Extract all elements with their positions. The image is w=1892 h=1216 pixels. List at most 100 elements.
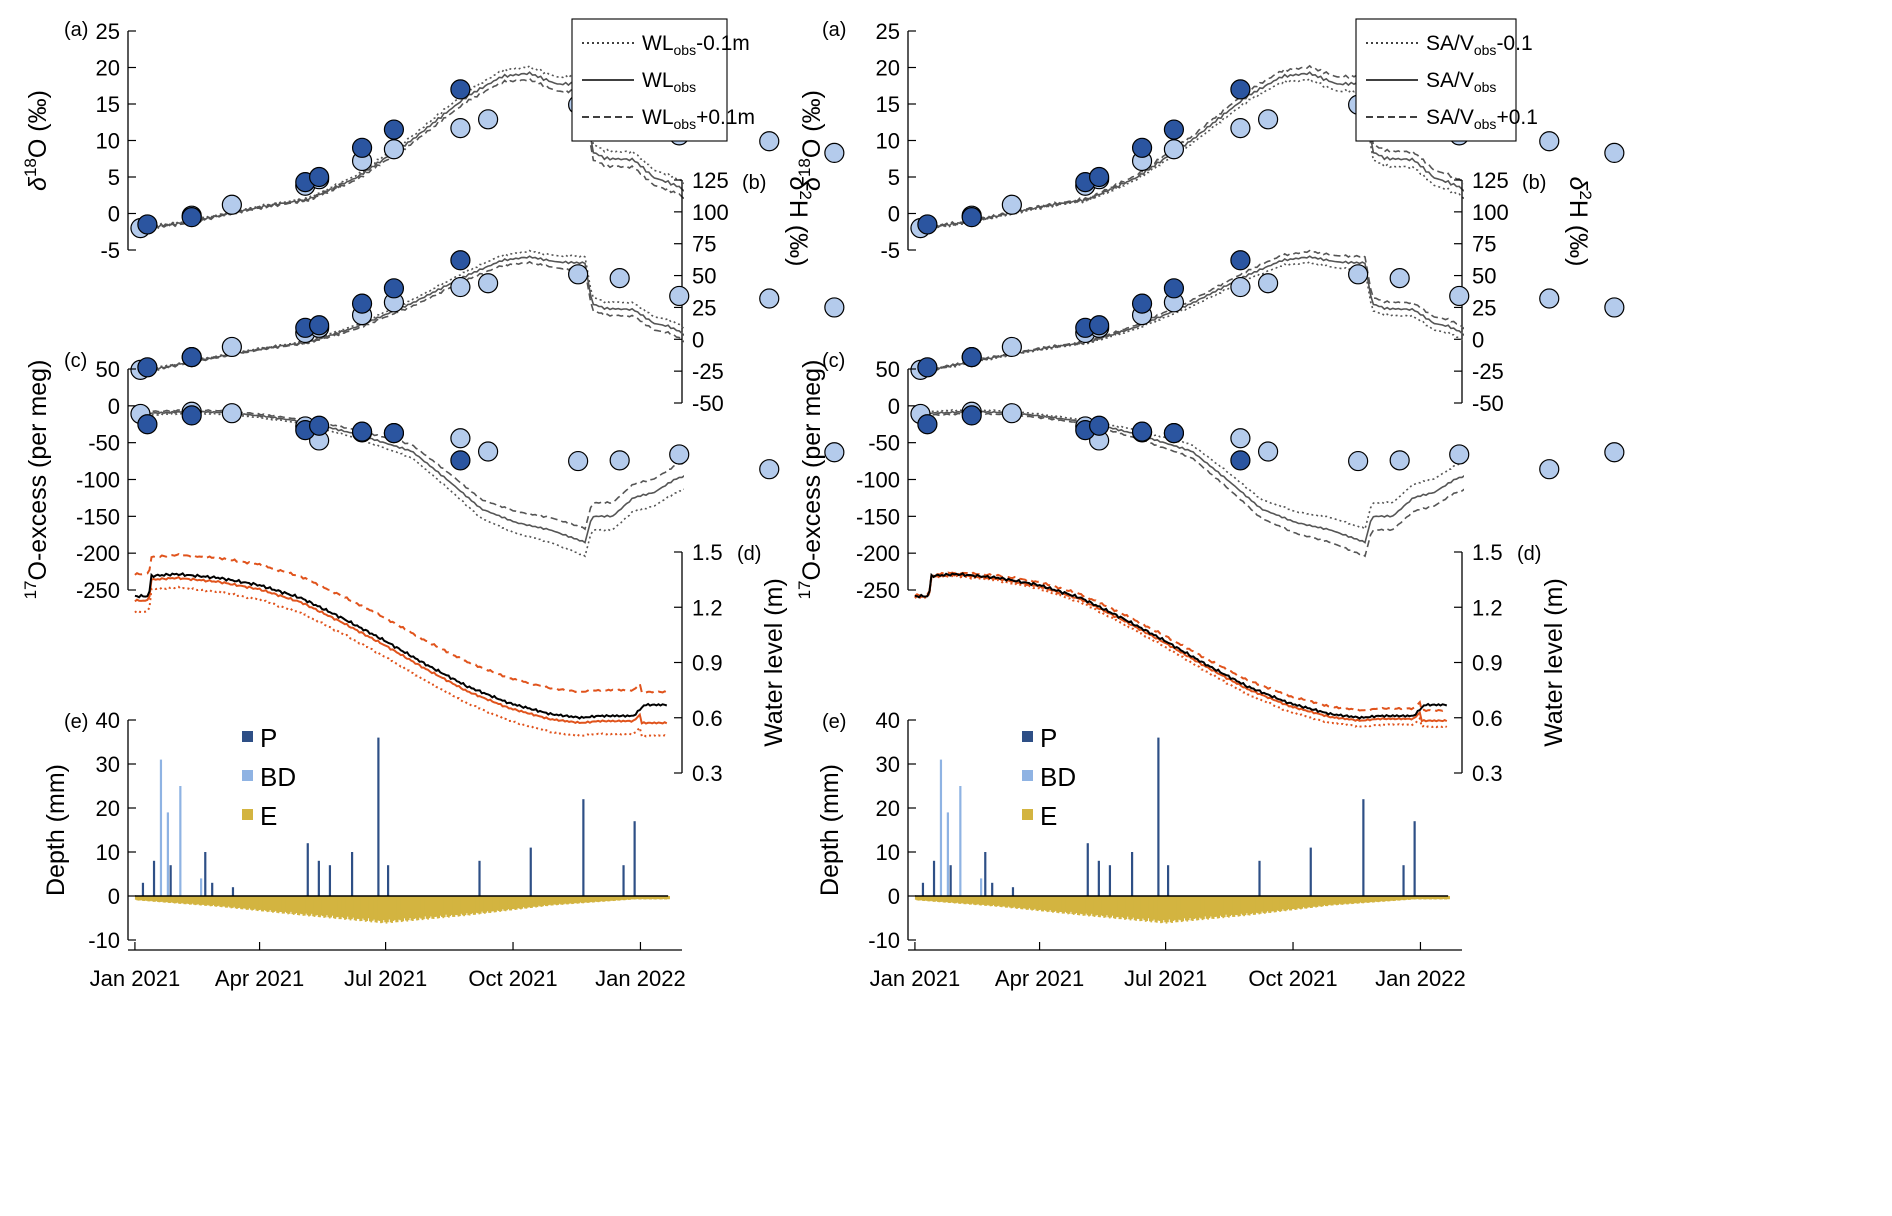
evaporation-bar	[1226, 896, 1229, 917]
evaporation-bar	[1039, 896, 1042, 910]
legend-dotted-label: WLobs-0.1m	[642, 32, 750, 58]
evaporation-bar	[1266, 896, 1269, 912]
ylabel-d2H: δ2H (‰)	[1564, 176, 1595, 266]
axis-depth: -10 0 10 20 30 40	[868, 708, 916, 953]
legend-dashed-label: WLobs+0.1m	[642, 106, 755, 132]
dark-data-point	[383, 119, 405, 140]
axis-o17-tick-label: 0	[888, 394, 900, 419]
evaporation-bar	[539, 896, 542, 907]
evaporation-bar	[1428, 896, 1431, 900]
evaporation-bar	[528, 896, 531, 907]
evaporation-bar	[585, 896, 587, 903]
evaporation-bar	[934, 896, 937, 902]
evaporation-bar	[453, 896, 456, 917]
evaporation-bar	[1107, 896, 1110, 918]
dark-data-point	[1230, 250, 1251, 271]
evaporation-bar	[1319, 896, 1322, 907]
evaporation-bar	[946, 896, 949, 903]
precipitation-bar	[921, 882, 925, 896]
evaporation-bar	[265, 896, 267, 911]
axis-depth-tick-label: 20	[876, 796, 900, 821]
evaporation-bar	[493, 896, 496, 913]
evaporation-bar	[999, 896, 1002, 907]
evaporation-bar	[1370, 896, 1373, 903]
dark-data-point	[309, 415, 330, 436]
evaporation-bar	[1072, 896, 1075, 915]
evaporation-bar	[1223, 896, 1226, 918]
axis-depth-tick-label: 30	[96, 752, 120, 777]
evaporation-bar	[643, 896, 646, 900]
legend-main: SA/V	[1426, 32, 1474, 55]
evaporation-bar	[504, 896, 507, 912]
evaporation-bar	[1076, 896, 1079, 916]
evaporation-bar	[522, 896, 525, 908]
precipitation-bar	[949, 865, 952, 896]
evaporation-bar	[324, 896, 327, 918]
axis-d18O-tick-label: 15	[96, 92, 120, 117]
evaporation-bar	[441, 896, 443, 917]
evaporation-bar	[561, 896, 564, 905]
evaporation-bar	[220, 896, 223, 908]
ylabel-o17-text: O-excess (per meg)	[24, 360, 52, 581]
evaporation-bar	[598, 896, 601, 902]
evaporation-bar	[1078, 896, 1081, 916]
evaporation-bar	[985, 896, 988, 906]
dark-data-point	[181, 347, 202, 368]
evaporation-bar	[337, 896, 339, 917]
evaporation-bar	[172, 896, 175, 904]
evaporation-bar	[258, 896, 260, 911]
ylabel-depth: Depth (mm)	[42, 764, 70, 896]
evaporation-bar	[1380, 896, 1383, 902]
evaporation-bar	[1222, 896, 1225, 919]
evaporation-bar	[1042, 896, 1045, 912]
evaporation-bar	[657, 896, 659, 900]
evaporation-bar	[1371, 896, 1374, 903]
evaporation-bar	[478, 896, 481, 915]
axis-wl-tick-label: 1.5	[692, 540, 723, 565]
evaporation-bar	[1366, 896, 1369, 903]
evaporation-bar	[575, 896, 578, 904]
legend-main: SA/V	[1426, 69, 1474, 92]
evaporation-bar	[1283, 896, 1286, 911]
evaporation-bar	[1306, 896, 1309, 908]
evaporation-bar	[241, 896, 244, 910]
evaporation-bar	[625, 896, 628, 900]
evaporation-bar	[344, 896, 346, 920]
evaporation-bar	[1407, 896, 1410, 900]
precipitation-bar	[582, 799, 585, 896]
dark-data-point	[450, 450, 471, 471]
ylabel-d2H-delta: δ	[1564, 176, 1592, 191]
evaporation-bar	[148, 896, 151, 902]
axis-wl-tick-label: 1.2	[1472, 595, 1503, 620]
evaporation-bar	[1040, 896, 1043, 912]
axis-depth-tick-label: -10	[88, 928, 120, 953]
light-data-point	[568, 264, 589, 285]
ylabel-d2H-text: H (‰)	[1564, 200, 1592, 267]
evaporation-bar	[1100, 896, 1103, 916]
evaporation-bar	[226, 896, 229, 908]
ylabel-d18O-superscript: 18	[21, 158, 40, 177]
evaporation-bar	[1074, 896, 1076, 914]
legend-main: WL	[642, 32, 674, 55]
axis-d2H-tick-label: 100	[692, 200, 729, 225]
precipitation-bar	[1413, 821, 1416, 896]
evaporation-bar	[1114, 896, 1117, 919]
evaporation-bar	[662, 896, 665, 900]
light-data-point	[221, 336, 242, 358]
evaporation-bar	[165, 896, 168, 903]
light-data-point	[1539, 459, 1560, 480]
evaporation-bar	[668, 896, 670, 900]
evaporation-bar	[276, 896, 278, 913]
evaporation-bar	[609, 896, 612, 901]
dark-data-point	[961, 207, 982, 228]
evaporation-bar	[926, 896, 928, 901]
axis-o17-tick-label: -200	[76, 541, 120, 566]
evaporation-bar	[445, 896, 447, 915]
evaporation-bar	[194, 896, 197, 906]
evaporation-bar	[357, 896, 360, 919]
evaporation-bar	[495, 896, 497, 913]
evaporation-bar	[1287, 896, 1290, 910]
evaporation-bar	[1088, 896, 1090, 917]
evaporation-bar	[524, 896, 526, 909]
evaporation-bar	[446, 896, 449, 917]
